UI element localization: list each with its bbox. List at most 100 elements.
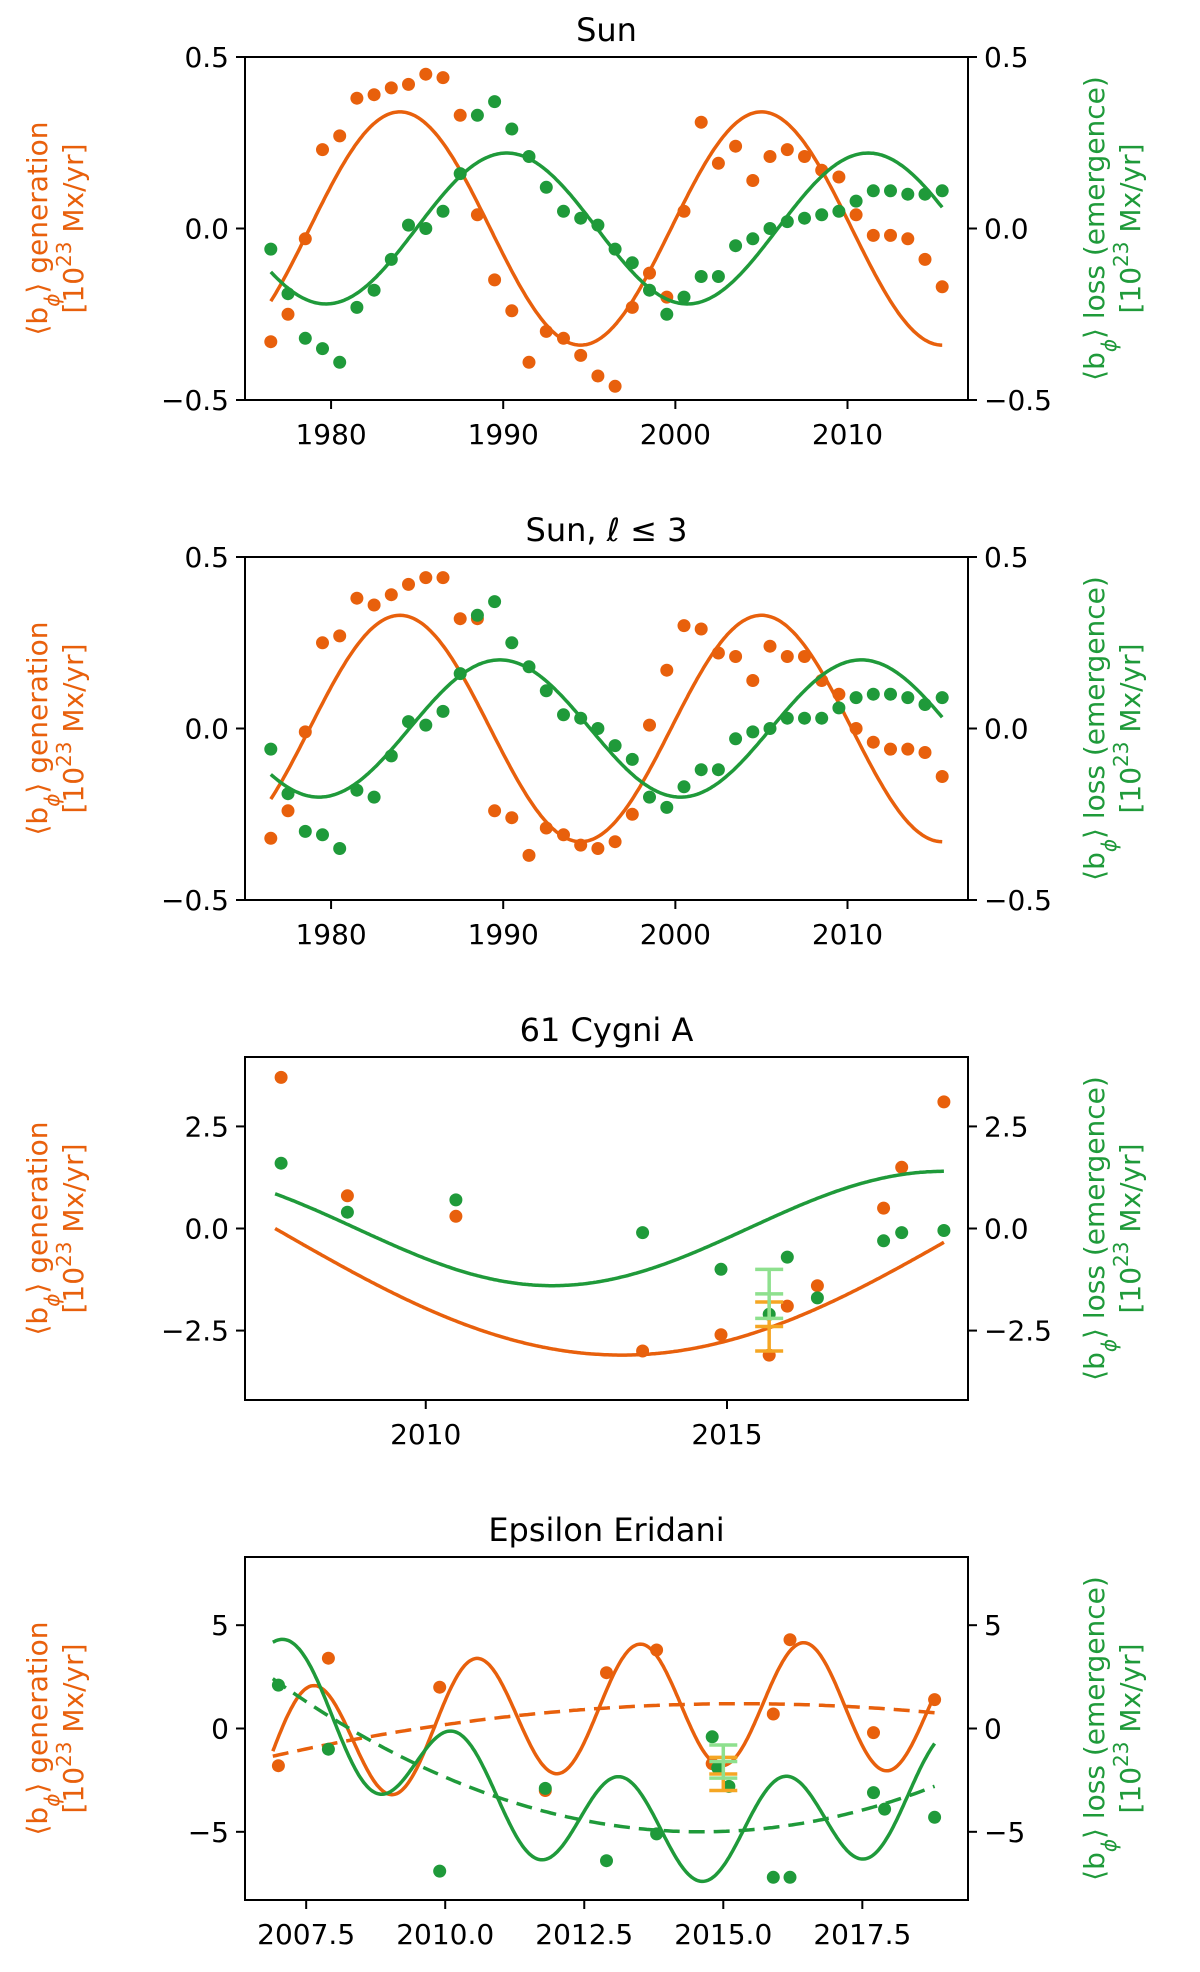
loss-series-point-3 xyxy=(433,1864,447,1878)
label-part: ⟩ generation xyxy=(21,621,54,793)
loss-series-point-2 xyxy=(340,1205,354,1219)
label-sub: ϕ xyxy=(40,794,64,807)
generation-series-point-6 xyxy=(350,91,364,105)
generation-series-fit-line xyxy=(271,1640,937,1797)
label-sup: 23 xyxy=(52,1242,76,1267)
generation-series-point-4 xyxy=(316,143,329,157)
loss-series-point-8 xyxy=(711,1761,725,1775)
loss-series-point-4 xyxy=(636,1226,650,1240)
generation-series-point-24 xyxy=(660,663,674,677)
loss-series-point-33 xyxy=(815,208,829,222)
generation-series-point-8 xyxy=(384,81,398,95)
generation-series-point-2 xyxy=(340,1189,354,1203)
generation-series-point-30 xyxy=(763,639,777,653)
loss-series-point-9 xyxy=(402,218,415,232)
right-axis-label: ⟨bϕ⟩ loss (emergence) [1023 Mx/yr] xyxy=(1078,576,1147,881)
y-tick-label: −0.5 xyxy=(161,384,229,417)
generation-series-point-3 xyxy=(433,1680,447,1694)
generation-series-point-16 xyxy=(522,848,536,862)
label-sup: 23 xyxy=(52,1742,76,1767)
chart-title: Sun, ℓ ≤ 3 xyxy=(526,511,688,549)
loss-series-point-2 xyxy=(321,1742,335,1756)
right-axis-label: ⟨bϕ⟩ loss (emergence) [1023 Mx/yr] xyxy=(1078,76,1147,381)
x-tick-label: 1990 xyxy=(468,918,539,951)
loss-series-point-14 xyxy=(488,595,502,609)
chart-panel-4: Epsilon Eridani 2007.5 2010.0 2012.5 2015.0 2… xyxy=(21,1511,1147,1951)
y2-tick-label: 0.0 xyxy=(984,1213,1029,1246)
left-axis-label: ⟨bϕ⟩ generation [1023 Mx/yr] xyxy=(21,621,90,835)
loss-series-point-32 xyxy=(798,711,811,725)
left-axis-label-line1: ⟨bϕ⟩ generation xyxy=(21,121,64,335)
generation-series-point-12 xyxy=(453,612,467,626)
y-tick-label: −5 xyxy=(188,1816,229,1849)
y2-tick-label: −2.5 xyxy=(984,1315,1052,1348)
loss-series-point-27 xyxy=(711,270,725,283)
label-part: [10 xyxy=(57,1767,90,1814)
generation-series-point-35 xyxy=(849,722,863,735)
chart-title: Sun xyxy=(576,11,637,49)
generation-series-point-19 xyxy=(574,838,588,852)
y2-tick-label: 0.0 xyxy=(984,213,1029,246)
generation-series-point-17 xyxy=(539,821,553,835)
generation-series-point-1 xyxy=(271,1759,285,1773)
loss-series-point-12 xyxy=(453,167,467,181)
left-axis-label-line1: ⟨bϕ⟩ generation xyxy=(21,621,64,835)
label-part: ⟨b xyxy=(21,807,54,836)
y-tick-label: 2.5 xyxy=(184,1110,229,1143)
right-axis-label-line1: ⟨bϕ⟩ loss (emergence) xyxy=(1078,1076,1121,1381)
x-tick-label: 2010.0 xyxy=(396,1918,494,1951)
label-part: Mx/yr] xyxy=(57,643,90,741)
loss-series-point-14 xyxy=(488,95,502,109)
x-tick-label: 1980 xyxy=(295,918,366,951)
generation-series-point-37 xyxy=(884,742,897,756)
loss-series-point-13 xyxy=(878,1802,892,1816)
generation-series-point-26 xyxy=(694,622,708,636)
chart-panel-2: Sun, ℓ ≤ 3 1980 1990 2000 2010 0.5 0.0 −0.5 0.5 0… xyxy=(21,511,1147,951)
loss-series-point-7 xyxy=(705,1730,719,1744)
label-part: ⟩ generation xyxy=(21,121,54,293)
loss-series-point-21 xyxy=(608,739,622,753)
loss-series-point-3 xyxy=(449,1193,463,1207)
left-axis-label: ⟨bϕ⟩ generation [1023 Mx/yr] xyxy=(21,1621,90,1835)
label-part: Mx/yr] xyxy=(1114,143,1147,241)
loss-series-point-37 xyxy=(884,184,897,198)
y-tick-label: 0.0 xyxy=(184,1213,229,1246)
generation-series-point-20 xyxy=(591,842,605,855)
loss-series-point-12 xyxy=(867,1786,880,1800)
generation-series-point-23 xyxy=(643,718,656,732)
loss-series-point-15 xyxy=(505,636,519,650)
loss-series-point-1 xyxy=(264,742,278,756)
generation-series-point-38 xyxy=(901,232,915,246)
loss-series-point-5 xyxy=(714,1262,728,1276)
label-part: ⟩ loss (emergence) xyxy=(1078,1576,1111,1839)
y2-tick-label: 0.0 xyxy=(984,713,1029,746)
generation-series-point-6 xyxy=(650,1643,664,1657)
label-part: ⟩ generation xyxy=(21,1621,54,1793)
generation-series-point-9 xyxy=(783,1633,797,1647)
label-sup: 23 xyxy=(52,242,76,267)
generation-series-point-10 xyxy=(419,67,433,81)
plot-area xyxy=(274,1070,951,1362)
right-axis-label-line2: [1023 Mx/yr] xyxy=(1109,643,1147,813)
loss-series-point-28 xyxy=(729,732,743,746)
loss-series-point-6 xyxy=(350,783,364,797)
x-tick-label: 2007.5 xyxy=(257,1918,355,1951)
left-axis-label: ⟨bϕ⟩ generation [1023 Mx/yr] xyxy=(21,121,90,335)
generation-series-point-5 xyxy=(600,1666,613,1680)
label-part: [10 xyxy=(57,767,90,814)
chart-title: 61 Cygni A xyxy=(520,1011,694,1049)
loss-series-fit-line xyxy=(269,151,944,306)
generation-series-point-16 xyxy=(522,355,536,369)
y-tick-label: −2.5 xyxy=(161,1315,229,1348)
loss-series-point-40 xyxy=(935,184,949,198)
generation-series-point-17 xyxy=(539,324,553,338)
loss-series-point-13 xyxy=(470,108,484,122)
loss-series-point-23 xyxy=(643,790,656,804)
label-part: ⟨b xyxy=(21,307,54,336)
loss-series-point-16 xyxy=(522,660,536,674)
y-tick-label: 0.0 xyxy=(184,713,229,746)
loss-series-point-32 xyxy=(798,211,811,225)
x-tick-label: 2017.5 xyxy=(813,1918,911,1951)
right-axis-label-line1: ⟨bϕ⟩ loss (emergence) xyxy=(1078,576,1121,881)
y2-tick-label: 0 xyxy=(984,1713,1002,1746)
